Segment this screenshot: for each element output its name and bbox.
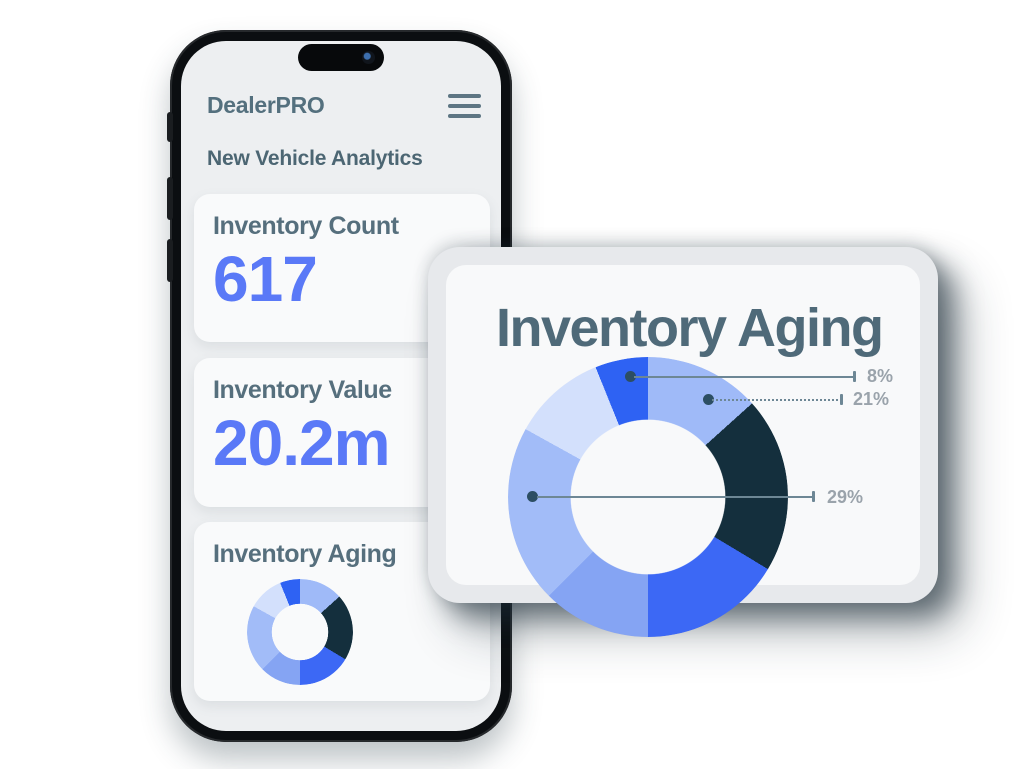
callout-tick-29pct: [812, 491, 815, 502]
hamburger-bar: [448, 103, 481, 108]
callout-line-21pct: [712, 399, 842, 401]
dynamic-island: [298, 44, 384, 71]
hamburger-menu-icon[interactable]: [448, 93, 481, 118]
phone-volume-up-button: [167, 177, 173, 220]
phone-action-button: [167, 112, 173, 142]
phone-volume-down-button: [167, 239, 173, 282]
overlay-card-title: Inventory Aging: [496, 298, 884, 358]
front-camera-icon: [362, 51, 375, 64]
stat-label: Inventory Aging: [213, 540, 397, 568]
stat-label: Inventory Count: [213, 212, 399, 240]
callout-label-21pct: 21%: [853, 389, 890, 409]
callout-label-29pct: 29%: [827, 487, 864, 507]
hamburger-bar: [448, 93, 481, 98]
hamburger-bar: [448, 113, 481, 118]
callout-dot-29pct: [527, 491, 538, 502]
callout-line-29pct: [537, 496, 814, 498]
callout-dot-8pct: [625, 371, 636, 382]
callout-line-8pct: [634, 376, 855, 378]
inventory-aging-mini-donut-chart: [247, 579, 353, 685]
callout-tick-8pct: [853, 371, 856, 382]
callout-label-8pct: 8%: [867, 366, 894, 386]
stat-value: 20.2m: [213, 407, 390, 479]
stat-label: Inventory Value: [213, 376, 392, 404]
brand-logo: DealerPRO: [207, 92, 325, 118]
page-title: New Vehicle Analytics: [207, 147, 423, 170]
app-header: DealerPRO: [207, 92, 481, 119]
callout-dot-21pct: [703, 394, 714, 405]
stat-value: 617: [213, 243, 318, 315]
callout-tick-21pct: [840, 394, 843, 405]
